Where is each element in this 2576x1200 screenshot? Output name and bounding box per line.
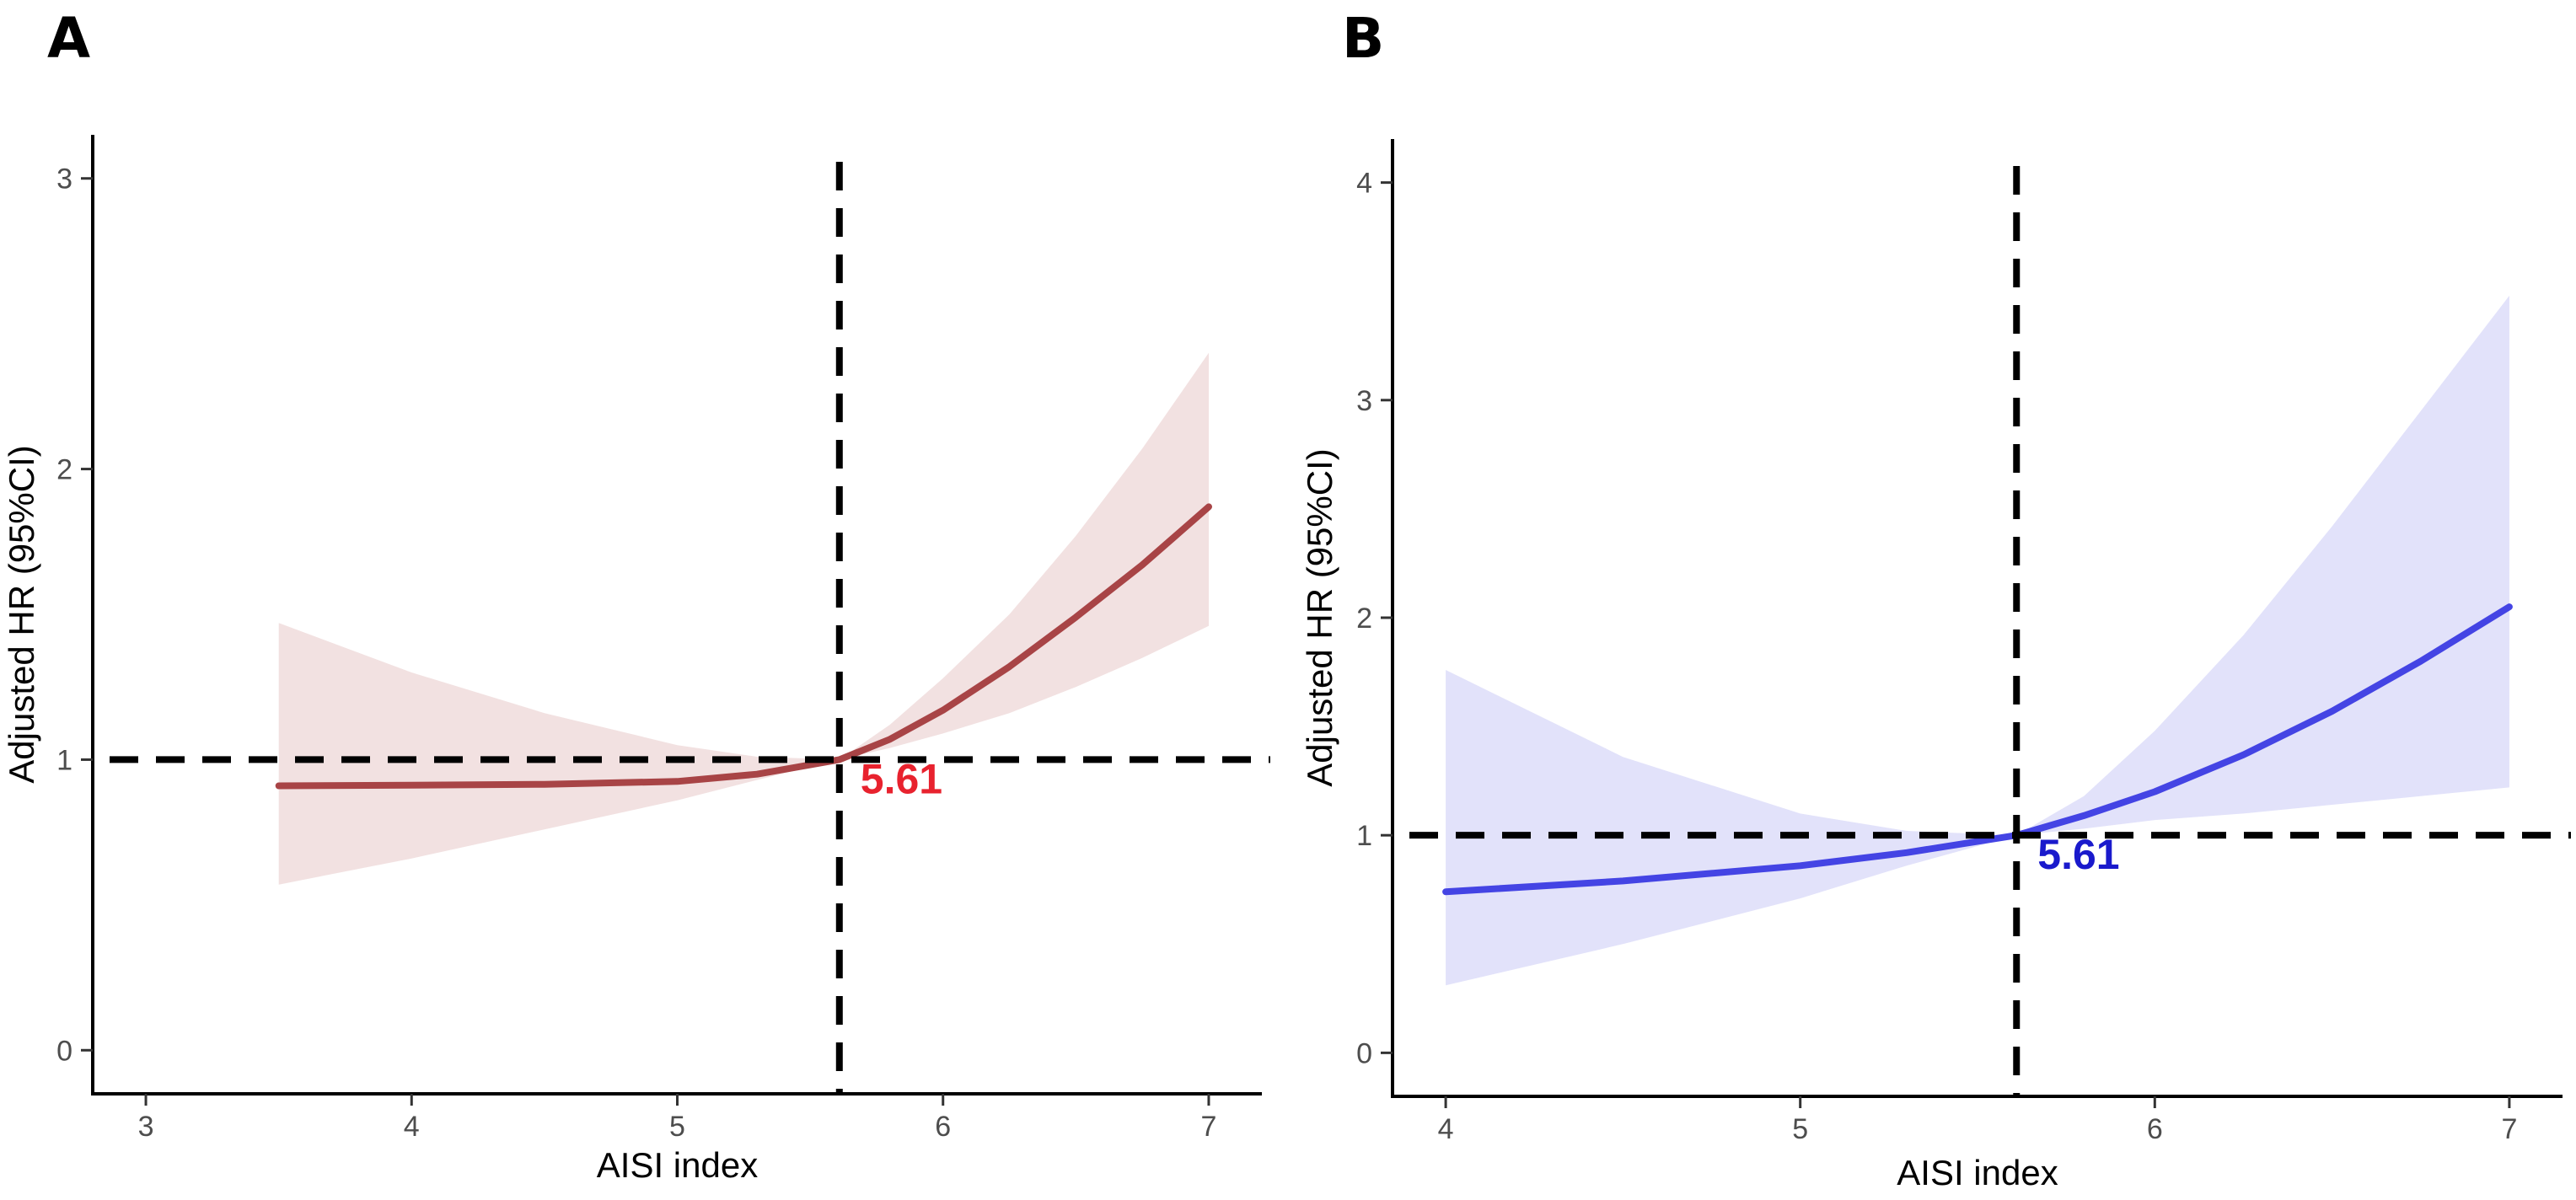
x-tick-label: 3: [138, 1111, 154, 1143]
y-tick-label: 0: [56, 1035, 72, 1067]
cutoff-annotation: 5.61: [2037, 831, 2119, 878]
y-tick-label: 2: [56, 454, 72, 486]
cutoff-annotation: 5.61: [861, 755, 942, 802]
y-axis-title: Adjusted HR (95%CI): [2, 445, 41, 783]
y-tick-label: 1: [56, 744, 72, 776]
chart-panel-a: 5.61 3 4 5 6 7 0 1 2 3 AISI index Adjusted HR (95%C…: [2, 135, 1270, 1185]
x-tick-label: 4: [1438, 1113, 1454, 1145]
panel-label-a: A: [47, 6, 90, 71]
panel-label-b: B: [1342, 6, 1384, 71]
y-tick-label: 2: [1356, 603, 1372, 635]
y-tick-label: 3: [56, 163, 72, 196]
y-axis-title: Adjusted HR (95%CI): [1300, 448, 1339, 786]
hr-line: [275, 503, 1212, 790]
hr-line: [1442, 603, 2513, 896]
y-tick-label: 4: [1356, 168, 1372, 200]
y-tick-label: 0: [1356, 1037, 1372, 1069]
x-tick-label: 5: [1792, 1113, 1808, 1145]
x-tick-label: 7: [1200, 1111, 1216, 1143]
x-tick-label: 5: [669, 1111, 685, 1143]
y-tick-label: 1: [1356, 820, 1372, 852]
x-axis-title: AISI index: [1897, 1153, 2058, 1192]
x-axis-title: AISI index: [597, 1145, 758, 1185]
x-tick-label: 6: [935, 1111, 951, 1143]
x-tick-label: 6: [2147, 1113, 2163, 1145]
x-tick-label: 4: [404, 1111, 420, 1143]
ci-band: [278, 352, 1210, 885]
ci-band: [1446, 295, 2509, 986]
x-tick-label: 7: [2501, 1113, 2517, 1145]
chart-panel-b: 5.61 4 5 6 7 0 1 2 3 4 AISI index Adjusted HR (95%C…: [1300, 139, 2571, 1192]
y-tick-label: 3: [1356, 385, 1372, 417]
